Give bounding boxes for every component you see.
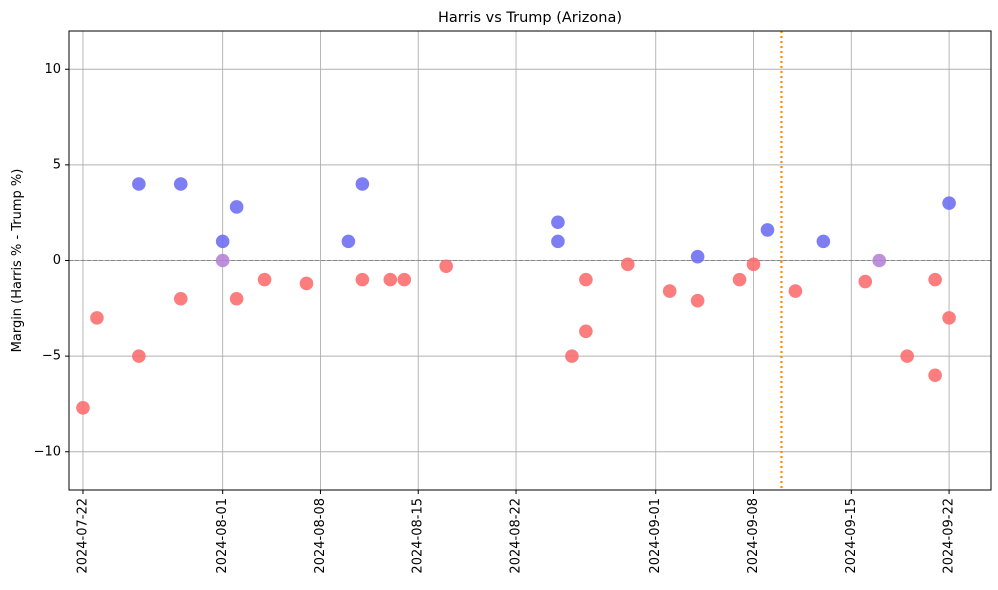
data-point [383,272,398,287]
data-points [76,177,956,415]
x-tick-label: 2024-08-08 [313,498,328,574]
data-point [565,349,579,363]
data-point [229,291,244,306]
data-point [662,284,677,298]
y-tick-label: −10 [34,444,61,459]
x-tick-label: 2024-09-15 [844,498,859,574]
data-point [229,200,244,214]
x-tick-label: 2024-07-22 [75,498,90,574]
data-point [173,177,188,191]
y-axis: −10 −5 0 5 10 [34,62,69,459]
data-point [299,276,314,291]
y-tick-label: 0 [53,253,61,268]
data-point [579,272,593,287]
data-point [397,272,412,287]
data-point [579,324,593,339]
data-point [132,177,146,191]
x-tick-label: 2024-09-22 [942,498,957,574]
data-point [551,215,565,230]
data-point [76,400,90,415]
data-point [355,177,370,191]
data-point [132,349,146,363]
data-point [942,196,956,210]
x-axis: 2024-07-22 2024-08-01 2024-08-08 2024-08-15… [75,490,957,574]
x-tick-label: 2024-09-08 [746,498,761,574]
y-tick-label: 10 [44,62,61,77]
data-point [620,257,635,272]
data-point [341,234,356,249]
data-point [551,234,565,249]
data-point [872,253,887,268]
data-point [439,259,453,274]
x-tick-label: 2024-09-01 [648,498,663,574]
x-tick-label: 2024-08-22 [509,498,524,574]
data-point [858,274,873,289]
y-tick-label: −5 [42,349,61,364]
x-tick-label: 2024-08-01 [215,498,230,574]
data-point [690,249,705,264]
data-point [928,368,942,383]
data-point [788,284,803,298]
x-tick-label: 2024-08-15 [411,498,426,574]
data-point [928,272,942,287]
data-point [760,223,775,237]
data-point [90,311,104,325]
data-point [732,272,747,287]
data-point [215,253,230,268]
data-point [215,234,230,249]
data-point [690,293,705,308]
data-point [257,272,272,287]
data-point [355,272,370,287]
y-tick-label: 5 [53,157,61,172]
data-point [816,234,831,249]
data-point [173,291,188,306]
chart-title: Harris vs Trump (Arizona) [438,10,622,26]
data-point [900,349,914,363]
data-point [942,311,956,325]
y-axis-label: Margin (Harris % - Trump %) [10,169,25,353]
data-point [746,257,761,272]
